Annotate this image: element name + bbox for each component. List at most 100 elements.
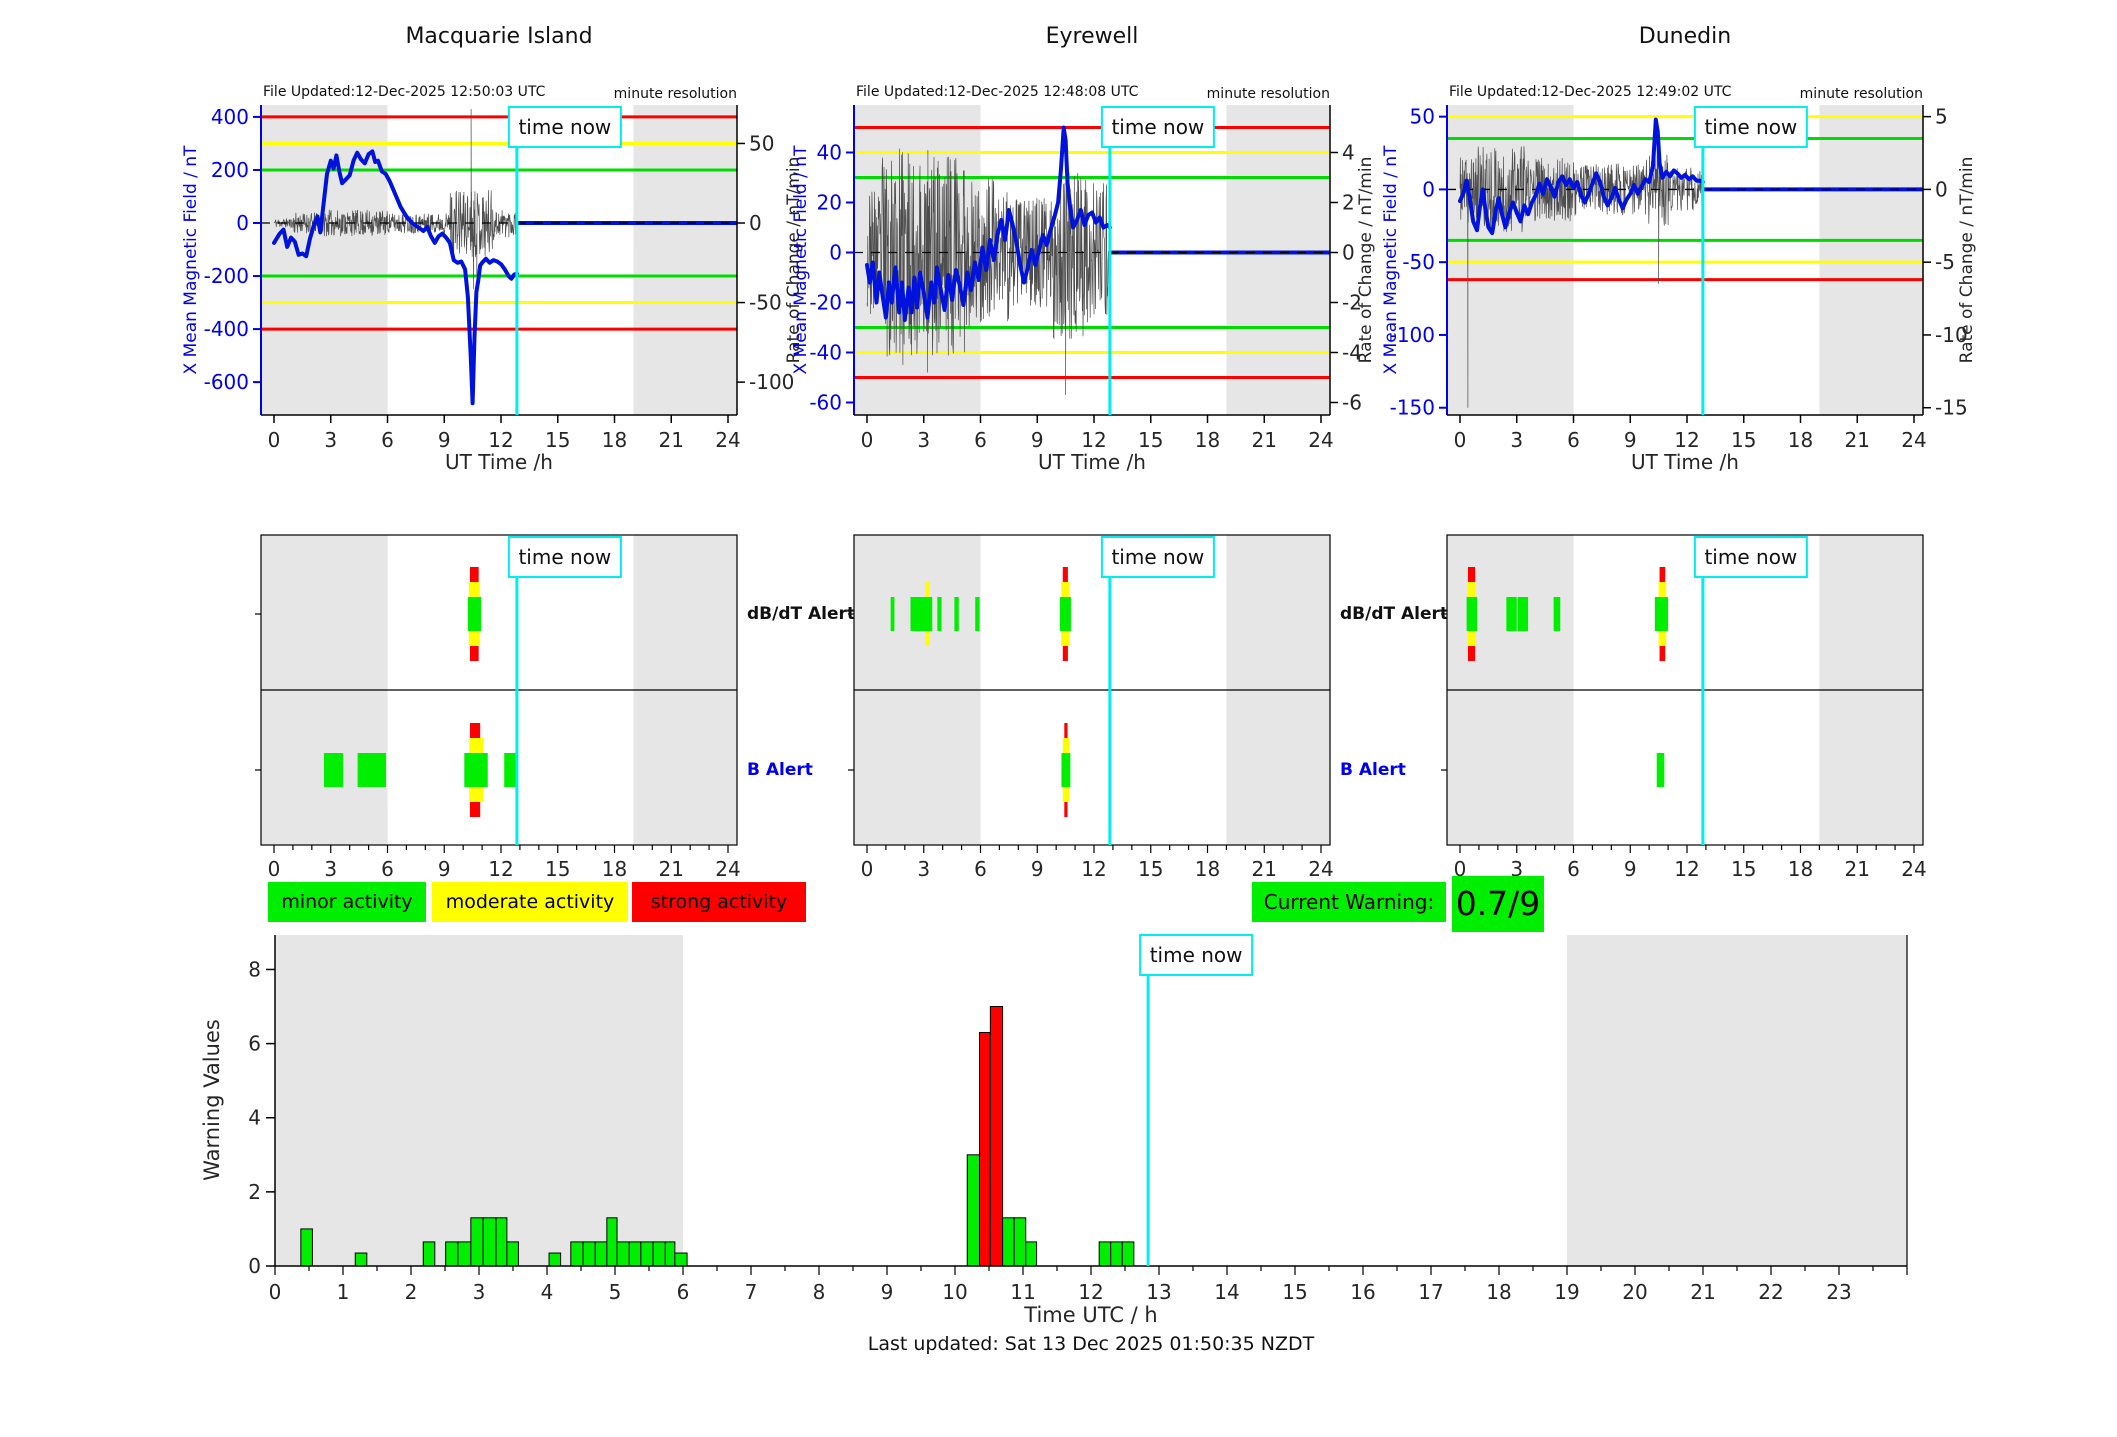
x-tick-label: 3: [324, 428, 337, 452]
rate-tick-label: -2: [1342, 291, 1362, 315]
night-band: [275, 935, 683, 1266]
x-tick-label: 3: [917, 428, 930, 452]
x-tick-label: 12: [1078, 1280, 1103, 1304]
x-tick-label: 18: [1195, 428, 1220, 452]
x-tick-label: 6: [974, 857, 987, 881]
minute-resolution-label: minute resolution: [1206, 86, 1330, 102]
alert-minor: [1517, 597, 1529, 631]
y-tick-label: 2: [248, 1180, 261, 1204]
alert-minor: [1656, 753, 1665, 787]
rate-axis-label: Rate of Change / nT/min: [1356, 157, 1376, 364]
x-tick-label: 12: [1081, 428, 1106, 452]
warning-bar: [1002, 1217, 1015, 1267]
field-line: [865, 125, 1112, 322]
file-updated-dunedin: File Updated:12-Dec-2025 12:49:02 UTC: [1449, 84, 1732, 100]
x-tick-label: 21: [1845, 428, 1870, 452]
rate-tick-label: -4: [1342, 341, 1362, 365]
night-band: [261, 105, 388, 415]
field-tick-label: 40: [817, 141, 842, 165]
x-tick-label: 17: [1418, 1280, 1443, 1304]
alert-minor: [1506, 597, 1517, 631]
x-tick-label: 21: [1252, 857, 1277, 881]
x-tick-label: 6: [381, 428, 394, 452]
x-tick-label: 9: [1031, 428, 1044, 452]
x-tick-label: 3: [1510, 428, 1523, 452]
ut-time-xlabel: UT Time /h: [1631, 450, 1739, 474]
rate-tick-label: 0: [1935, 177, 1948, 201]
field-tick-label: -200: [204, 264, 249, 288]
time-now-box: [507, 106, 622, 148]
rate-tick-label: 0: [749, 211, 762, 235]
x-tick-label: 18: [1788, 857, 1813, 881]
b-alert-label: B Alert: [747, 760, 813, 780]
alert-box: [1446, 534, 1924, 846]
x-tick-label: 21: [1845, 857, 1870, 881]
x-tick-label: 15: [1731, 428, 1756, 452]
x-tick-label: 18: [602, 857, 627, 881]
x-tick-label: 12: [1674, 857, 1699, 881]
field-tick-label: 20: [817, 191, 842, 215]
station-title-eyrewell: Eyrewell: [1045, 24, 1139, 49]
x-tick-label: 8: [813, 1280, 826, 1304]
current-warning-value: 0.7/9: [1452, 876, 1544, 932]
rate-axis-label: Rate of Change / nT/min: [1957, 157, 1977, 364]
alert-minor: [937, 597, 942, 631]
rate-tick-label: 2: [1342, 191, 1355, 215]
x-tick-label: 6: [677, 1280, 690, 1304]
time-now-box: [1693, 536, 1808, 578]
time-now-text: time now: [518, 115, 611, 139]
time-now-text: time now: [1111, 545, 1204, 569]
time-now-box: [1100, 106, 1215, 148]
x-tick-label: 24: [715, 428, 740, 452]
x-tick-label: 9: [438, 428, 451, 452]
warning-bar: [445, 1241, 459, 1267]
alert-minor: [467, 597, 482, 631]
x-tick-label: 0: [268, 428, 281, 452]
x-tick-label: 24: [715, 857, 740, 881]
x-tick-label: 23: [1826, 1280, 1851, 1304]
x-tick-label: 3: [473, 1280, 486, 1304]
minute-resolution-label: minute resolution: [613, 86, 737, 102]
x-tick-label: 15: [1138, 428, 1163, 452]
warning-bar: [664, 1241, 676, 1267]
legend-minor-activity: minor activity: [268, 882, 426, 922]
warning-bar: [506, 1241, 519, 1267]
legend-strong-activity: strong activity: [632, 882, 806, 922]
field-line: [1458, 117, 1705, 236]
station-title-macquarie: Macquarie Island: [405, 24, 593, 49]
x-tick-label: 16: [1350, 1280, 1375, 1304]
time-now-box: [1139, 934, 1254, 976]
alert-minor: [975, 597, 980, 631]
warning-bar: [300, 1228, 313, 1267]
y-tick-label: 4: [248, 1106, 261, 1130]
rate-noise-line: [1459, 145, 1704, 408]
alert-minor: [1061, 753, 1071, 787]
x-tick-label: 9: [1031, 857, 1044, 881]
x-tick-label: 5: [609, 1280, 622, 1304]
x-tick-label: 15: [1731, 857, 1756, 881]
warning-bar: [1121, 1241, 1135, 1267]
alert-minor: [890, 597, 895, 631]
dbdt-alert-label: dB/dT Alert: [747, 604, 856, 624]
field-tick-label: -600: [204, 370, 249, 394]
b-alert-label: B Alert: [1340, 760, 1406, 780]
time-now-box: [507, 536, 622, 578]
x-tick-label: 12: [488, 857, 513, 881]
x-tick-label: 3: [917, 857, 930, 881]
alert-minor: [1059, 597, 1071, 631]
rate-tick-label: -50: [749, 291, 782, 315]
field-tick-label: -100: [1390, 323, 1435, 347]
alert-minor: [1654, 597, 1669, 631]
x-tick-label: 19: [1554, 1280, 1579, 1304]
field-tick-label: -150: [1390, 396, 1435, 420]
dbdt-alert-label: dB/dT Alert: [1340, 604, 1449, 624]
x-tick-label: 15: [545, 857, 570, 881]
alert-box: [260, 534, 738, 846]
warning-bar: [470, 1217, 484, 1267]
x-tick-label: 6: [1567, 857, 1580, 881]
field-tick-label: 400: [211, 105, 249, 129]
x-tick-label: 20: [1622, 1280, 1647, 1304]
time-utc-xlabel: Time UTC / h: [1024, 1303, 1158, 1327]
alert-minor: [323, 753, 344, 787]
alert-box: [853, 534, 1331, 846]
